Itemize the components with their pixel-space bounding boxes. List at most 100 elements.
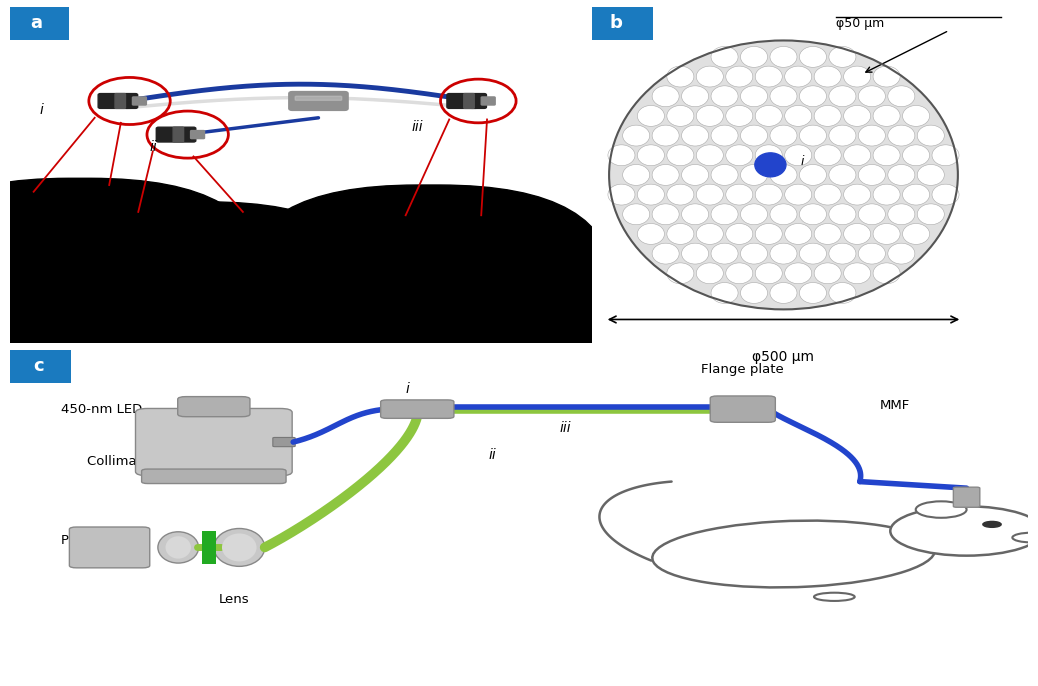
- Circle shape: [472, 226, 477, 229]
- Circle shape: [426, 247, 432, 250]
- Circle shape: [463, 247, 469, 250]
- Circle shape: [696, 184, 723, 205]
- Circle shape: [159, 237, 166, 241]
- Circle shape: [160, 278, 167, 282]
- Circle shape: [696, 66, 723, 87]
- Circle shape: [756, 184, 783, 205]
- Circle shape: [453, 220, 459, 223]
- Circle shape: [416, 236, 422, 239]
- Circle shape: [149, 268, 157, 272]
- Circle shape: [243, 261, 249, 265]
- FancyBboxPatch shape: [133, 97, 146, 105]
- Circle shape: [983, 521, 1002, 528]
- Circle shape: [814, 184, 841, 205]
- Circle shape: [462, 253, 468, 257]
- Circle shape: [201, 273, 209, 277]
- Circle shape: [211, 241, 218, 245]
- Circle shape: [463, 268, 469, 272]
- Ellipse shape: [165, 536, 191, 558]
- Circle shape: [682, 165, 709, 185]
- Circle shape: [159, 248, 166, 252]
- Circle shape: [203, 255, 211, 259]
- Circle shape: [443, 259, 448, 262]
- Circle shape: [873, 145, 900, 166]
- FancyBboxPatch shape: [273, 438, 295, 447]
- Circle shape: [844, 263, 871, 284]
- Circle shape: [443, 253, 448, 257]
- Circle shape: [711, 283, 738, 303]
- Circle shape: [452, 248, 458, 251]
- Circle shape: [711, 204, 738, 225]
- Circle shape: [472, 237, 479, 239]
- Circle shape: [203, 235, 211, 239]
- Circle shape: [740, 283, 767, 303]
- Circle shape: [161, 225, 168, 229]
- Circle shape: [234, 230, 241, 234]
- Circle shape: [181, 254, 188, 258]
- Circle shape: [235, 243, 242, 247]
- Circle shape: [666, 224, 693, 244]
- Circle shape: [435, 237, 440, 240]
- Circle shape: [398, 252, 404, 256]
- Circle shape: [191, 224, 197, 228]
- Circle shape: [139, 235, 146, 239]
- Circle shape: [130, 254, 137, 258]
- Circle shape: [932, 145, 959, 166]
- Circle shape: [472, 253, 479, 257]
- Circle shape: [799, 283, 826, 303]
- Circle shape: [407, 241, 413, 245]
- Circle shape: [415, 268, 421, 272]
- Circle shape: [182, 279, 189, 283]
- Circle shape: [637, 106, 664, 126]
- Circle shape: [181, 237, 187, 241]
- Circle shape: [426, 268, 432, 272]
- Circle shape: [637, 184, 664, 205]
- Circle shape: [192, 248, 199, 252]
- Text: Flange plate: Flange plate: [702, 363, 784, 376]
- Circle shape: [255, 255, 263, 259]
- Circle shape: [435, 246, 441, 250]
- Circle shape: [254, 243, 261, 247]
- Circle shape: [171, 279, 179, 283]
- Circle shape: [608, 145, 635, 166]
- Circle shape: [755, 153, 786, 177]
- Circle shape: [918, 165, 945, 185]
- Circle shape: [172, 254, 179, 258]
- Circle shape: [740, 204, 767, 225]
- Circle shape: [434, 268, 440, 272]
- Circle shape: [887, 244, 914, 264]
- Circle shape: [171, 284, 179, 287]
- FancyBboxPatch shape: [243, 185, 613, 390]
- Circle shape: [696, 224, 723, 244]
- FancyBboxPatch shape: [191, 130, 204, 139]
- Circle shape: [609, 40, 958, 309]
- Circle shape: [696, 263, 723, 284]
- FancyBboxPatch shape: [115, 93, 126, 108]
- Circle shape: [203, 266, 211, 270]
- Circle shape: [799, 165, 826, 185]
- Circle shape: [785, 224, 812, 244]
- Circle shape: [48, 203, 125, 248]
- Circle shape: [903, 184, 930, 205]
- FancyBboxPatch shape: [289, 91, 348, 110]
- FancyBboxPatch shape: [592, 7, 653, 40]
- Circle shape: [726, 106, 753, 126]
- Circle shape: [652, 125, 679, 146]
- Circle shape: [183, 248, 189, 252]
- Circle shape: [470, 268, 476, 272]
- Circle shape: [214, 219, 221, 223]
- Circle shape: [462, 231, 468, 235]
- Circle shape: [183, 261, 190, 265]
- Circle shape: [140, 254, 146, 258]
- Circle shape: [785, 66, 812, 87]
- Circle shape: [222, 224, 228, 228]
- Circle shape: [161, 253, 167, 257]
- Circle shape: [858, 165, 885, 185]
- Circle shape: [181, 285, 188, 289]
- Circle shape: [162, 273, 169, 277]
- Circle shape: [192, 292, 199, 295]
- Circle shape: [916, 501, 966, 518]
- Circle shape: [873, 263, 900, 284]
- Circle shape: [222, 248, 228, 252]
- Circle shape: [682, 125, 709, 146]
